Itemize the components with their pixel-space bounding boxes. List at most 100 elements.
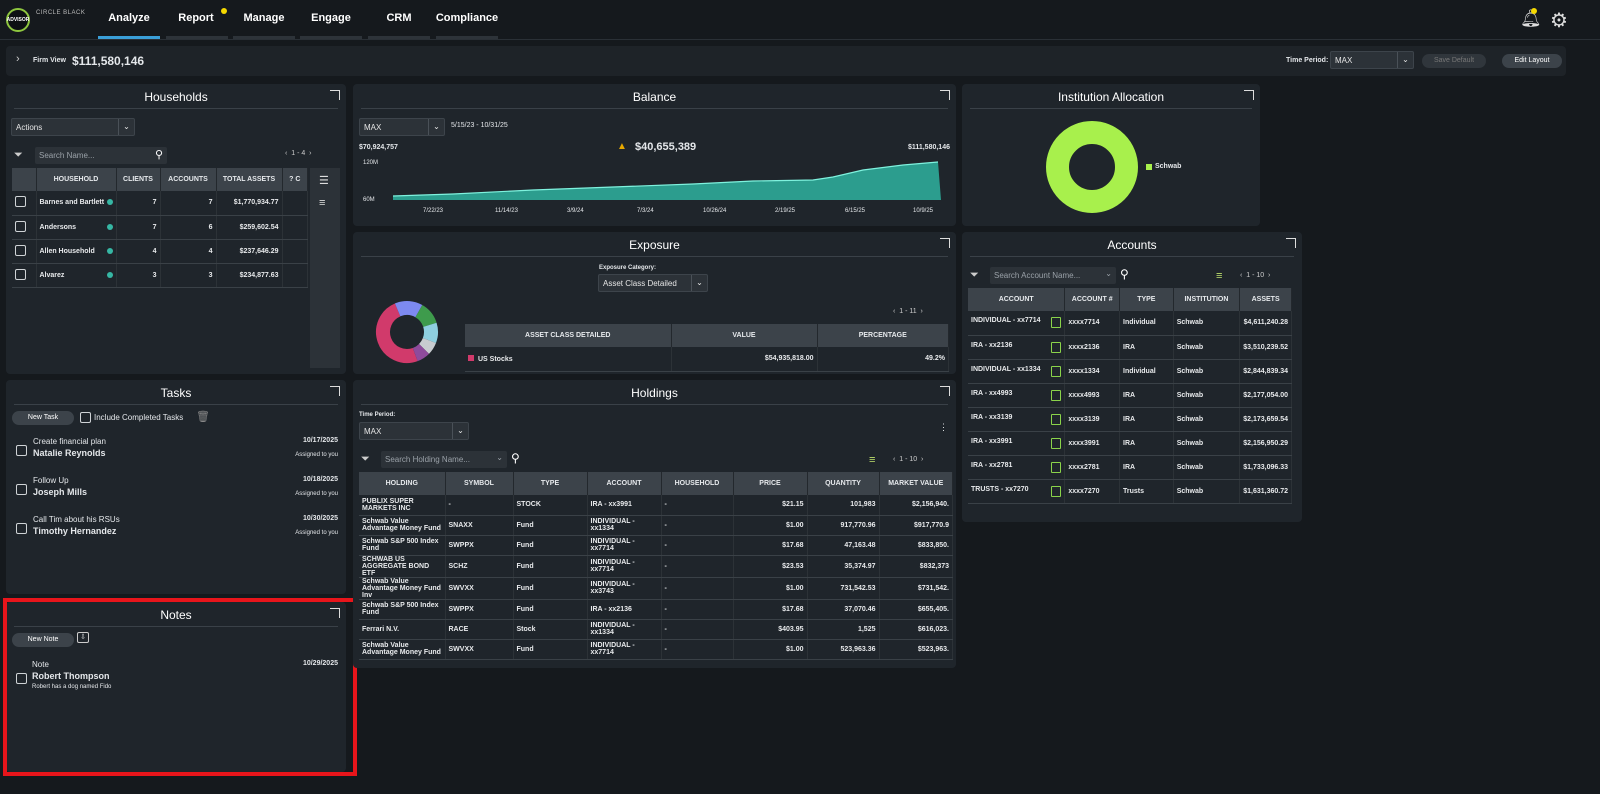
table-row[interactable]: INDIVIDUAL - xx7714 xxxx7714 Individual Sch…: [968, 311, 1292, 336]
column-institution[interactable]: INSTITUTION: [1173, 288, 1241, 311]
new-note-button[interactable]: New Note: [12, 633, 74, 647]
balance-period-select[interactable]: MAX ⌄: [359, 118, 445, 136]
balance-area-chart[interactable]: [393, 160, 943, 204]
chevron-down-icon[interactable]: ⌄: [1105, 269, 1112, 278]
note-icon[interactable]: [1051, 317, 1062, 329]
column-assets[interactable]: ASSETS: [1239, 288, 1292, 311]
column-type[interactable]: TYPE: [513, 472, 588, 495]
table-row[interactable]: Schwab Value Advantage Money Fund Inv SWV…: [359, 577, 953, 600]
search-icon[interactable]: ⚲: [1120, 267, 1129, 281]
task-checkbox[interactable]: [16, 484, 27, 495]
note-icon[interactable]: [1051, 485, 1062, 497]
column-quantity[interactable]: QUANTITY: [807, 472, 880, 495]
next-page-icon[interactable]: ›: [1268, 272, 1271, 279]
account-name-cell[interactable]: INDIVIDUAL - xx1334: [968, 359, 1066, 384]
chevron-down-icon[interactable]: ⌄: [496, 453, 503, 462]
nav-analyze[interactable]: Analyze: [108, 12, 150, 24]
account-cell[interactable]: IRA - xx2136: [587, 599, 662, 620]
account-search-input[interactable]: Search Account Name... ⌄: [990, 267, 1116, 284]
nav-engage[interactable]: Engage: [311, 12, 351, 24]
row-checkbox[interactable]: [15, 220, 26, 232]
nav-report[interactable]: Report: [178, 12, 214, 24]
note-person[interactable]: Robert Thompson: [32, 671, 110, 681]
column-value[interactable]: VALUE: [671, 324, 818, 347]
table-row[interactable]: Barnes and Bartlett 7 7 $1,770,934.77: [12, 191, 308, 216]
task-person[interactable]: Joseph Mills: [33, 487, 88, 497]
expand-icon[interactable]: [940, 386, 950, 396]
column-account-number[interactable]: ACCOUNT #: [1064, 288, 1120, 311]
prev-page-icon[interactable]: ‹: [1240, 272, 1243, 279]
table-row[interactable]: Allen Household 4 4 $237,646.29: [12, 239, 308, 264]
table-row[interactable]: IRA - xx3991 xxxx3991 IRA Schwab $2,156,950.…: [968, 431, 1292, 456]
task-checkbox[interactable]: [16, 445, 27, 456]
expand-icon[interactable]: [940, 90, 950, 100]
column-symbol[interactable]: SYMBOL: [445, 472, 514, 495]
holding-search-input[interactable]: Search Holding Name... ⌄: [381, 451, 507, 468]
task-person[interactable]: Timothy Hernandez: [33, 526, 117, 536]
advisor-logo[interactable]: ADVISOR: [6, 8, 30, 32]
table-row[interactable]: INDIVIDUAL - xx1334 xxxx1334 Individual Sch…: [968, 359, 1292, 384]
household-name[interactable]: Alvarez: [36, 263, 117, 288]
table-row[interactable]: Schwab S&P 500 Index Fund SWPPX Fund INDIVI…: [359, 535, 953, 556]
edit-layout-button[interactable]: Edit Layout: [1502, 54, 1562, 68]
account-cell[interactable]: INDIVIDUAL - xx7714: [587, 555, 662, 578]
save-default-button[interactable]: Save Default: [1422, 54, 1486, 68]
chevron-right-icon[interactable]: ›: [16, 53, 20, 65]
column-price[interactable]: PRICE: [733, 472, 808, 495]
next-page-icon[interactable]: ›: [921, 456, 924, 463]
note-icon[interactable]: [1051, 413, 1062, 425]
notification-bell-icon[interactable]: 🔔︎: [1520, 8, 1542, 28]
row-checkbox[interactable]: [15, 244, 26, 256]
column-account[interactable]: ACCOUNT: [968, 288, 1066, 311]
account-name-cell[interactable]: TRUSTS - xx7270: [968, 479, 1066, 504]
table-row[interactable]: Alvarez 3 3 $234,877.63: [12, 263, 308, 288]
holding-cell[interactable]: SCHWAB US AGGREGATE BOND ETF: [359, 555, 446, 578]
table-row[interactable]: Ferrari N.V. RACE Stock INDIVIDUAL - xx1334…: [359, 619, 953, 640]
filter-icon[interactable]: ⏷: [14, 149, 23, 161]
expand-icon[interactable]: [1286, 238, 1296, 248]
more-options-icon[interactable]: ⋮: [939, 422, 948, 432]
time-period-select[interactable]: MAX ⌄: [1330, 51, 1414, 69]
task-person[interactable]: Natalie Reynolds: [33, 448, 106, 458]
holding-cell[interactable]: Ferrari N.V.: [359, 619, 446, 640]
table-row[interactable]: IRA - xx3139 xxxx3139 IRA Schwab $2,173,659.…: [968, 407, 1292, 432]
new-task-button[interactable]: New Task: [12, 411, 74, 425]
table-row[interactable]: IRA - xx2136 xxxx2136 IRA Schwab $3,510,239.…: [968, 335, 1292, 360]
account-name-cell[interactable]: IRA - xx3991: [968, 431, 1066, 456]
table-row[interactable]: TRUSTS - xx7270 xxxx7270 Trusts Schwab $1,63…: [968, 479, 1292, 504]
note-icon[interactable]: [1051, 365, 1062, 377]
household-name[interactable]: Andersons: [36, 215, 117, 240]
column-accounts[interactable]: ACCOUNTS: [160, 168, 217, 191]
exposure-category-select[interactable]: Asset Class Detailed ⌄: [598, 274, 708, 292]
column-type[interactable]: TYPE: [1119, 288, 1174, 311]
account-cell[interactable]: INDIVIDUAL - xx3743: [587, 577, 662, 600]
holding-cell[interactable]: Schwab S&P 500 Index Fund: [359, 599, 446, 620]
prev-page-icon[interactable]: ‹: [893, 308, 896, 315]
next-page-icon[interactable]: ›: [920, 308, 923, 315]
account-name-cell[interactable]: INDIVIDUAL - xx7714: [968, 311, 1066, 336]
column-list-icon[interactable]: ☰: [319, 175, 329, 187]
table-row[interactable]: Schwab Value Advantage Money Fund SWVXX Fu…: [359, 639, 953, 660]
trash-icon[interactable]: 🗑︎: [196, 411, 210, 423]
note-icon[interactable]: [1051, 389, 1062, 401]
gear-icon[interactable]: ⚙: [1550, 10, 1568, 32]
account-cell[interactable]: IRA - xx3991: [587, 495, 662, 516]
column-settings-icon[interactable]: ≡: [1216, 270, 1223, 282]
nav-crm[interactable]: CRM: [386, 12, 412, 24]
task-item[interactable]: Create financial plan Natalie Reynolds 1…: [16, 437, 338, 471]
include-completed-checkbox[interactable]: [80, 412, 91, 423]
search-icon[interactable]: ⚲: [154, 149, 163, 161]
column-total-assets[interactable]: TOTAL ASSETS: [216, 168, 283, 191]
account-cell[interactable]: INDIVIDUAL - xx1334: [587, 619, 662, 640]
account-name-cell[interactable]: IRA - xx2136: [968, 335, 1066, 360]
note-item[interactable]: Note Robert Thompson Robert has a dog na…: [16, 660, 338, 696]
column-c[interactable]: ? C: [282, 168, 308, 191]
actions-select[interactable]: Actions ⌄: [11, 118, 135, 136]
filter-icon[interactable]: ⏷: [970, 269, 979, 281]
column-percentage[interactable]: PERCENTAGE: [817, 324, 949, 347]
task-item[interactable]: Call Tim about his RSUs Timothy Hernande…: [16, 515, 338, 549]
column-household[interactable]: HOUSEHOLD: [661, 472, 734, 495]
expand-icon[interactable]: [330, 608, 340, 618]
row-checkbox[interactable]: [15, 268, 26, 280]
holding-cell[interactable]: PUBLIX SUPER MARKETS INC: [359, 495, 446, 516]
